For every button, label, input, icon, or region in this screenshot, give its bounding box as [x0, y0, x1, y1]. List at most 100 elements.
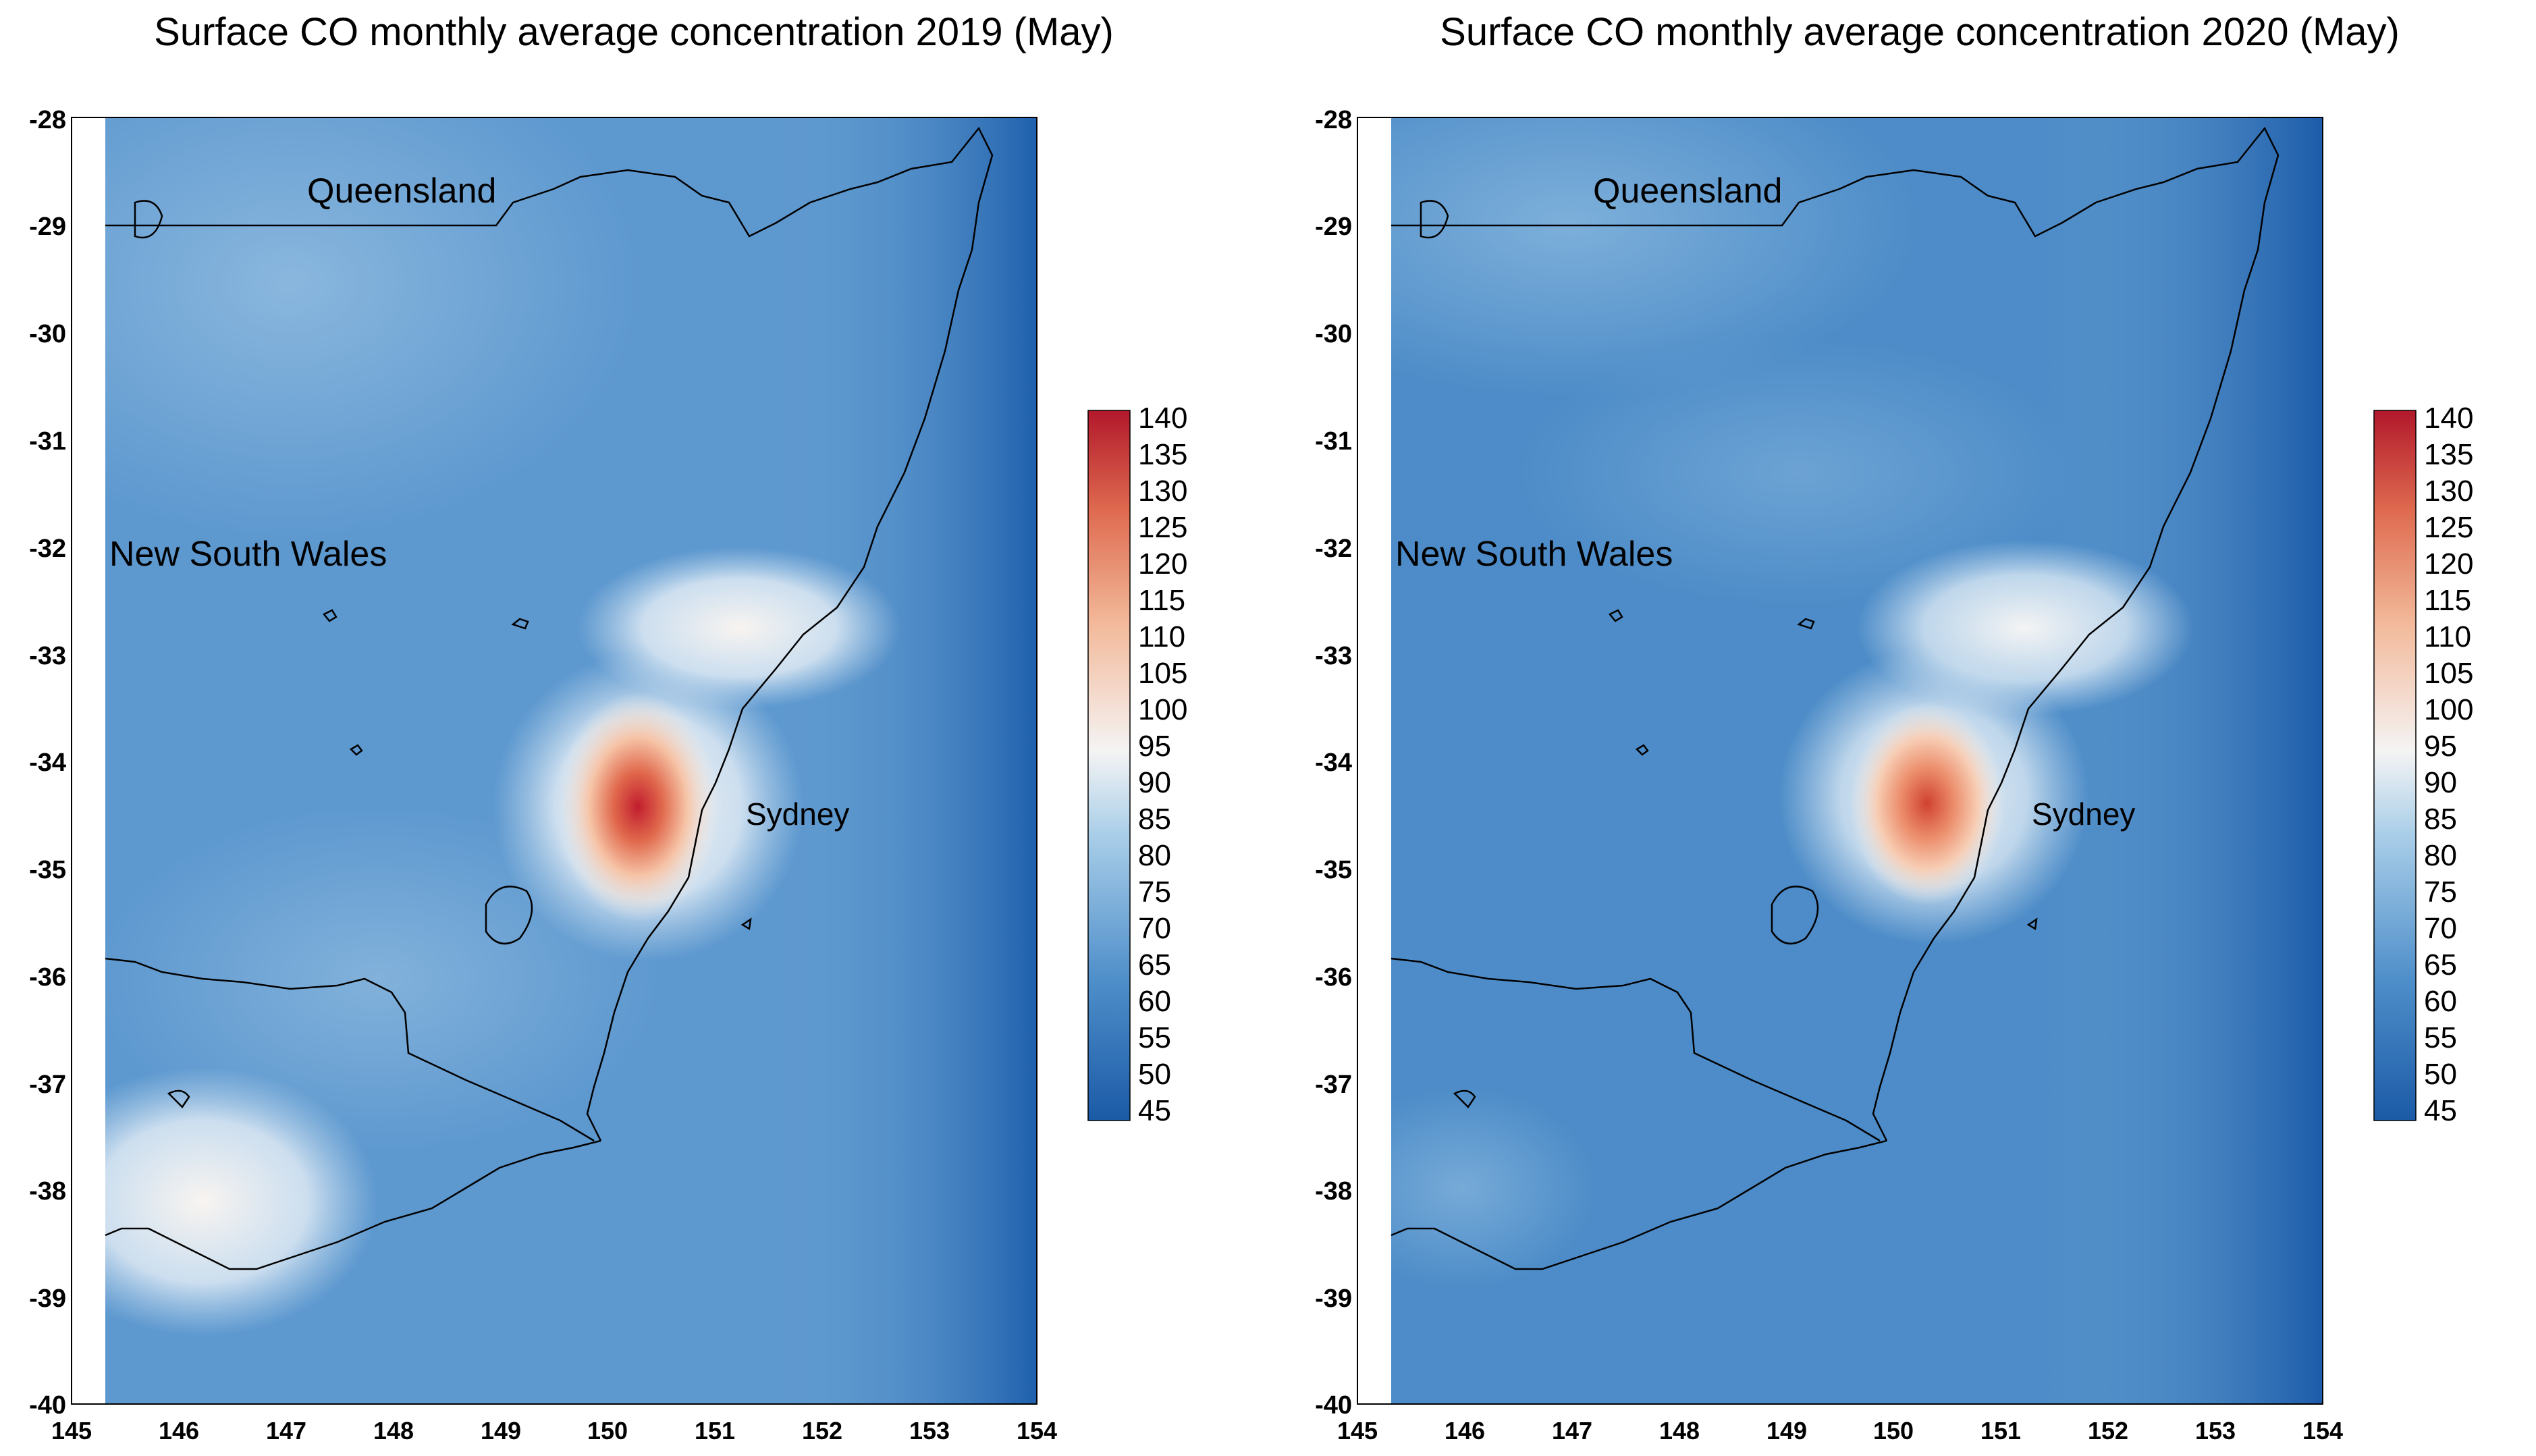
map-title-2019: Surface CO monthly average concentration…: [154, 10, 1114, 54]
y-tick: -38: [29, 1177, 66, 1206]
x-tick: 149: [481, 1417, 521, 1445]
colorbar-label: 130: [1138, 475, 1187, 508]
x-tick: 152: [2088, 1417, 2128, 1445]
y-tick: -32: [29, 535, 66, 563]
colorbar-label: 120: [1138, 547, 1187, 581]
colorbar-label: 80: [1138, 839, 1171, 872]
label-sydney: Sydney: [2032, 797, 2135, 832]
y-tick: -30: [1315, 320, 1352, 348]
colorbar-label: 130: [2424, 475, 2473, 508]
colorbar-label: 110: [2424, 620, 2471, 653]
colorbar-label: 45: [1138, 1094, 1171, 1127]
colorbar-label: 120: [2424, 547, 2473, 581]
colorbar-label: 75: [1138, 875, 1171, 909]
y-tick: -36: [29, 963, 66, 992]
map-panel-2019: Surface CO monthly average concentration…: [29, 10, 1187, 1445]
x-tick: 154: [1017, 1417, 1057, 1445]
y-axis-ticks: -28 -29 -30 -31 -32 -33 -34 -35 -36 -37 …: [1315, 106, 1352, 1420]
x-tick: 145: [1337, 1417, 1378, 1445]
colorbar-label: 75: [2424, 875, 2457, 909]
colorbar-label: 105: [1138, 657, 1187, 690]
y-tick: -31: [1315, 427, 1352, 456]
label-sydney: Sydney: [746, 797, 849, 832]
label-queensland: Queensland: [1593, 171, 1782, 211]
x-tick: 150: [587, 1417, 628, 1445]
coastline-borders: [105, 126, 994, 1270]
y-tick: -29: [1315, 213, 1352, 241]
y-tick: -33: [1315, 642, 1352, 670]
sydney-hotspot: [1850, 702, 2005, 905]
x-tick: 149: [1766, 1417, 1807, 1445]
x-tick: 146: [1445, 1417, 1485, 1445]
y-tick: -28: [1315, 106, 1352, 134]
map-frame-2020: [1357, 117, 2323, 1405]
x-tick: 152: [802, 1417, 842, 1445]
colorbar-label: 100: [1138, 693, 1187, 726]
colorbar-label: 65: [1138, 948, 1171, 981]
colorbar-label: 110: [1138, 620, 1185, 653]
colorbar-label: 90: [2424, 766, 2457, 799]
x-tick: 145: [51, 1417, 92, 1445]
map-title-2020: Surface CO monthly average concentration…: [1440, 10, 2400, 54]
colorbar-label: 135: [1138, 438, 1187, 471]
colorbar-label: 50: [2424, 1058, 2457, 1091]
colorbar-label: 140: [1138, 402, 1187, 435]
colorbar-label: 55: [2424, 1021, 2457, 1054]
colorbar-label: 45: [2424, 1094, 2457, 1127]
map-panel-2020: Surface CO monthly average concentration…: [1286, 0, 2536, 1456]
map-frame-2019: [71, 117, 1037, 1405]
y-tick: -34: [29, 749, 66, 777]
colorbar-2020: 140 135 130 125 120 115 110 105 100 95 9…: [2373, 402, 2473, 1127]
x-tick: 147: [1552, 1417, 1592, 1445]
x-tick: 147: [266, 1417, 306, 1445]
colorbar-label: 95: [2424, 730, 2457, 763]
colorbar-label: 60: [2424, 985, 2457, 1018]
y-tick: -33: [29, 642, 66, 670]
colorbar-label: 55: [1138, 1021, 1171, 1054]
x-axis-ticks: 145 146 147 148 149 150 151 152 153 154: [51, 1417, 1057, 1445]
co-concentration-field: [1391, 117, 2323, 1404]
y-tick: -37: [1315, 1071, 1352, 1099]
colorbar-label: 125: [1138, 511, 1187, 544]
label-queensland: Queensland: [307, 171, 496, 211]
x-tick: 150: [1873, 1417, 1914, 1445]
colorbar-label: 135: [2424, 438, 2473, 471]
y-tick: -29: [29, 213, 66, 241]
coastline-borders: [1391, 126, 2279, 1270]
y-tick: -32: [1315, 535, 1352, 563]
x-tick: 148: [1659, 1417, 1700, 1445]
x-tick: 146: [159, 1417, 199, 1445]
colorbar-label: 105: [2424, 657, 2473, 690]
label-new-south-wales: New South Wales: [109, 535, 387, 574]
y-tick: -35: [1315, 856, 1352, 884]
colorbar-label: 65: [2424, 948, 2457, 981]
sydney-hotspot: [557, 692, 719, 921]
x-tick: 153: [2195, 1417, 2236, 1445]
y-tick: -30: [29, 320, 66, 348]
colorbar-label: 125: [2424, 511, 2473, 544]
y-tick: -39: [29, 1285, 66, 1313]
x-tick: 151: [1980, 1417, 2021, 1445]
colorbar-label: 60: [1138, 985, 1171, 1018]
x-tick: 154: [2302, 1417, 2343, 1445]
y-tick: -34: [1315, 749, 1352, 777]
colorbar-label: 80: [2424, 839, 2457, 872]
y-tick: -36: [1315, 963, 1352, 992]
y-axis-ticks: -28 -29 -30 -31 -32 -33 -34 -35 -36 -37 …: [29, 106, 66, 1420]
y-tick: -40: [29, 1391, 66, 1420]
colorbar-label: 115: [1138, 584, 1185, 617]
x-tick: 148: [373, 1417, 414, 1445]
y-tick: -39: [1315, 1285, 1352, 1313]
colorbar-2019: 140 135 130 125 120 115 110 105 100 95 9…: [1087, 402, 1187, 1127]
y-tick: -31: [29, 427, 66, 456]
y-tick: -35: [29, 856, 66, 884]
colorbar-label: 140: [2424, 402, 2473, 435]
map-figure-2020: Queensland New South Wales Sydney -28 -2…: [1315, 106, 2473, 1445]
x-tick: 153: [909, 1417, 950, 1445]
colorbar-label: 115: [2424, 584, 2471, 617]
colorbar-label: 70: [2424, 912, 2457, 945]
co-concentration-field: [105, 117, 1037, 1404]
x-axis-ticks: 145 146 147 148 149 150 151 152 153 154: [1337, 1417, 2343, 1445]
y-tick: -40: [1315, 1391, 1352, 1420]
colorbar-label: 50: [1138, 1058, 1171, 1091]
